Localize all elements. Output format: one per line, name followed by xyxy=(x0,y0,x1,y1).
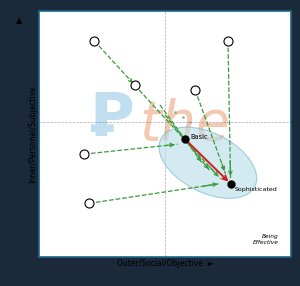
Text: Being
Effective: Being Effective xyxy=(253,234,278,245)
Ellipse shape xyxy=(159,127,257,198)
Text: ▲: ▲ xyxy=(16,16,22,25)
Y-axis label: Inner/Personal/Subjective: Inner/Personal/Subjective xyxy=(28,86,38,183)
Text: Ꝑ: Ꝑ xyxy=(90,90,134,149)
Text: Sophisticated: Sophisticated xyxy=(234,187,277,192)
Text: Basic: Basic xyxy=(190,134,208,140)
Text: the: the xyxy=(140,98,231,151)
X-axis label: Outer/Social/Objective  ►: Outer/Social/Objective ► xyxy=(117,259,213,268)
